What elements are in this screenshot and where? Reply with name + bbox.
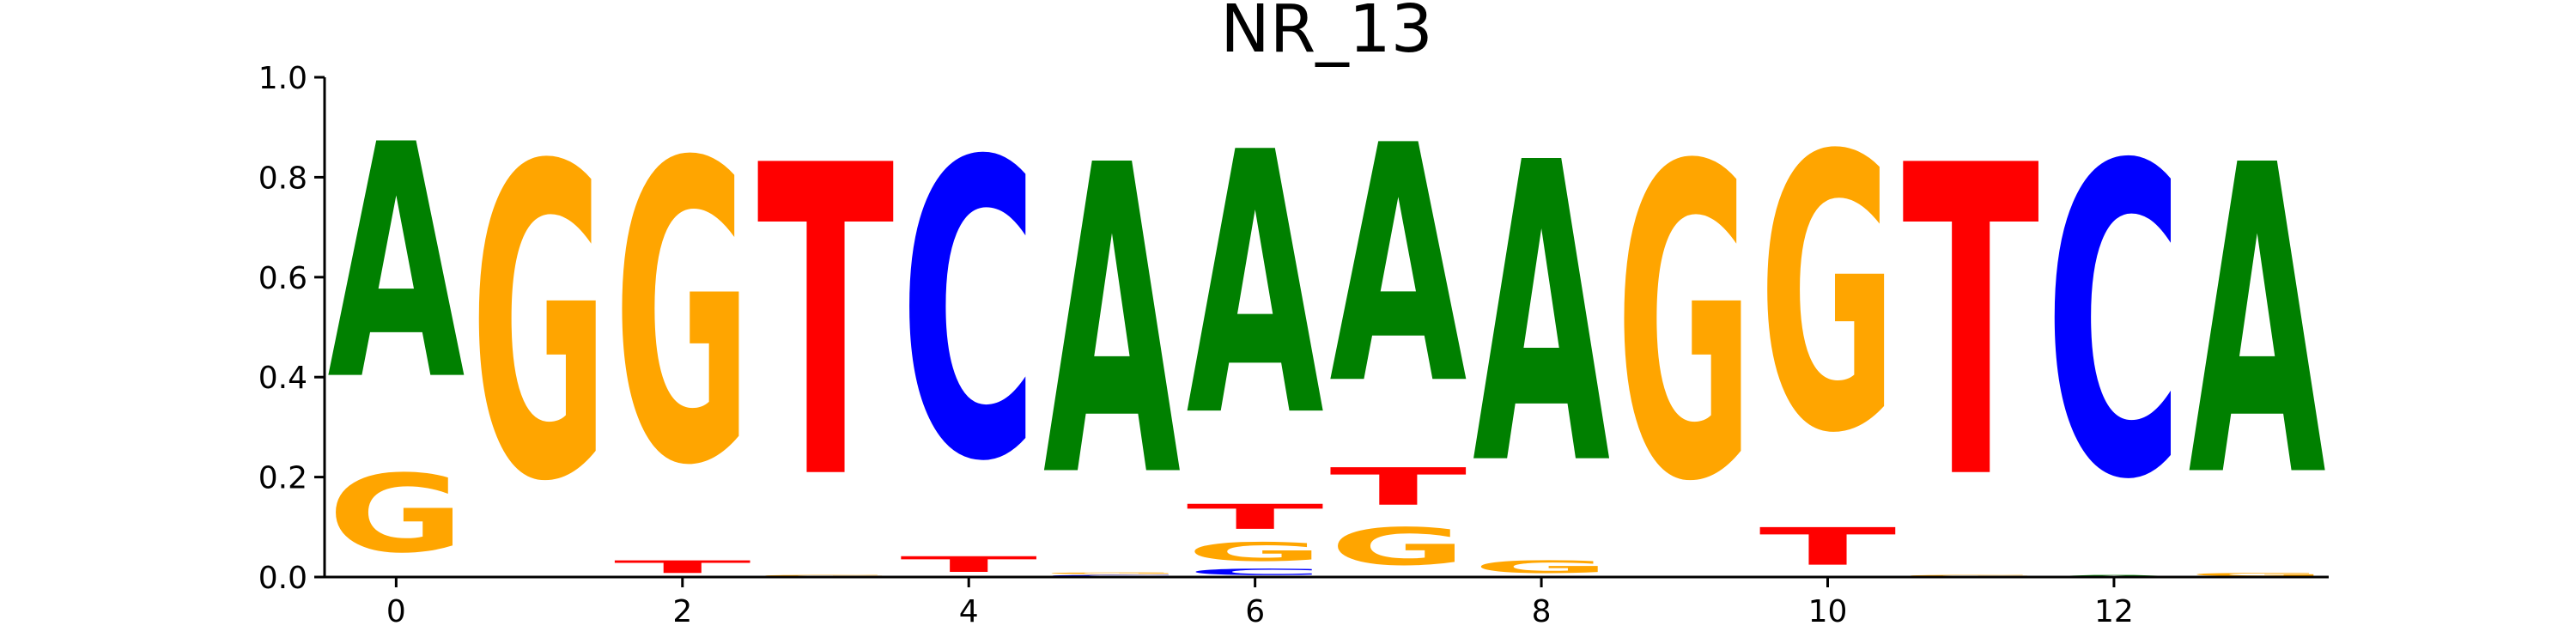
logo-letter-G-pos-8: G <box>1473 557 1610 577</box>
y-tick-label: 1.0 <box>258 61 307 96</box>
logo-letter-G-pos-13: G <box>2189 572 2326 577</box>
logo-letter-G-pos-10: G <box>1759 76 1896 516</box>
logo-letter-A-pos-13: A <box>2189 77 2328 571</box>
logo-letter-G-pos-0: G <box>327 452 465 577</box>
logo-letter-T-pos-4: T <box>900 552 1037 577</box>
logo-letter-A-pos-5: A <box>1043 77 1182 571</box>
x-tick-label: 10 <box>1808 594 1848 629</box>
logo-letter-C-pos-4: C <box>900 77 1037 552</box>
x-tick-label: 12 <box>2094 594 2134 629</box>
logo-letter-A-pos-8: A <box>1473 76 1612 556</box>
y-tick-label: 0.8 <box>258 161 307 196</box>
logo-letter-C-pos-12: C <box>2045 76 2183 574</box>
letters-layer: GAGTGGTTCCGACGTAGTAGAGTGGTACGA <box>327 76 2327 577</box>
logo-letter-T-pos-2: T <box>614 557 751 577</box>
logo-letter-A-pos-7: A <box>1329 77 1468 457</box>
x-tick-label: 6 <box>1245 594 1265 629</box>
logo-letter-A-pos-0: A <box>327 77 466 452</box>
logo-letter-G-pos-2: G <box>614 76 751 556</box>
x-tick-label: 0 <box>386 594 406 629</box>
logo-letter-G-pos-9: G <box>1616 77 1753 576</box>
logo-letter-T-pos-7: T <box>1329 457 1467 517</box>
logo-letter-T-pos-11: T <box>1902 76 2040 573</box>
logo-letter-G-pos-1: G <box>471 77 608 576</box>
y-tick-label: 0.6 <box>258 261 307 296</box>
logo-letter-C-pos-6: C <box>1187 567 1324 577</box>
logo-letter-T-pos-10: T <box>1759 517 1896 577</box>
y-tick-label: 0.0 <box>258 561 307 596</box>
logo-letter-T-pos-6: T <box>1187 497 1324 538</box>
axes-layer <box>323 77 2329 579</box>
logo-letter-G-pos-5: G <box>1043 572 1181 574</box>
y-tick-label: 0.4 <box>258 361 307 396</box>
y-tick-label: 0.2 <box>258 461 307 496</box>
x-tick-label: 4 <box>959 594 979 629</box>
logo-letter-T-pos-3: T <box>756 76 895 573</box>
logo-letter-G-pos-7: G <box>1329 517 1467 577</box>
x-tick-label: 2 <box>672 594 692 629</box>
x-tick-label: 8 <box>1532 594 1552 629</box>
logo-letter-G-pos-6: G <box>1187 537 1324 567</box>
ticks-layer: 0.0 0.2 0.4 0.6 0.8 1.0 0 2 4 6 8 10 12 <box>258 61 2134 629</box>
chart-title: NR_13 <box>1220 0 1433 68</box>
logo-letter-A-pos-6: A <box>1187 77 1326 496</box>
